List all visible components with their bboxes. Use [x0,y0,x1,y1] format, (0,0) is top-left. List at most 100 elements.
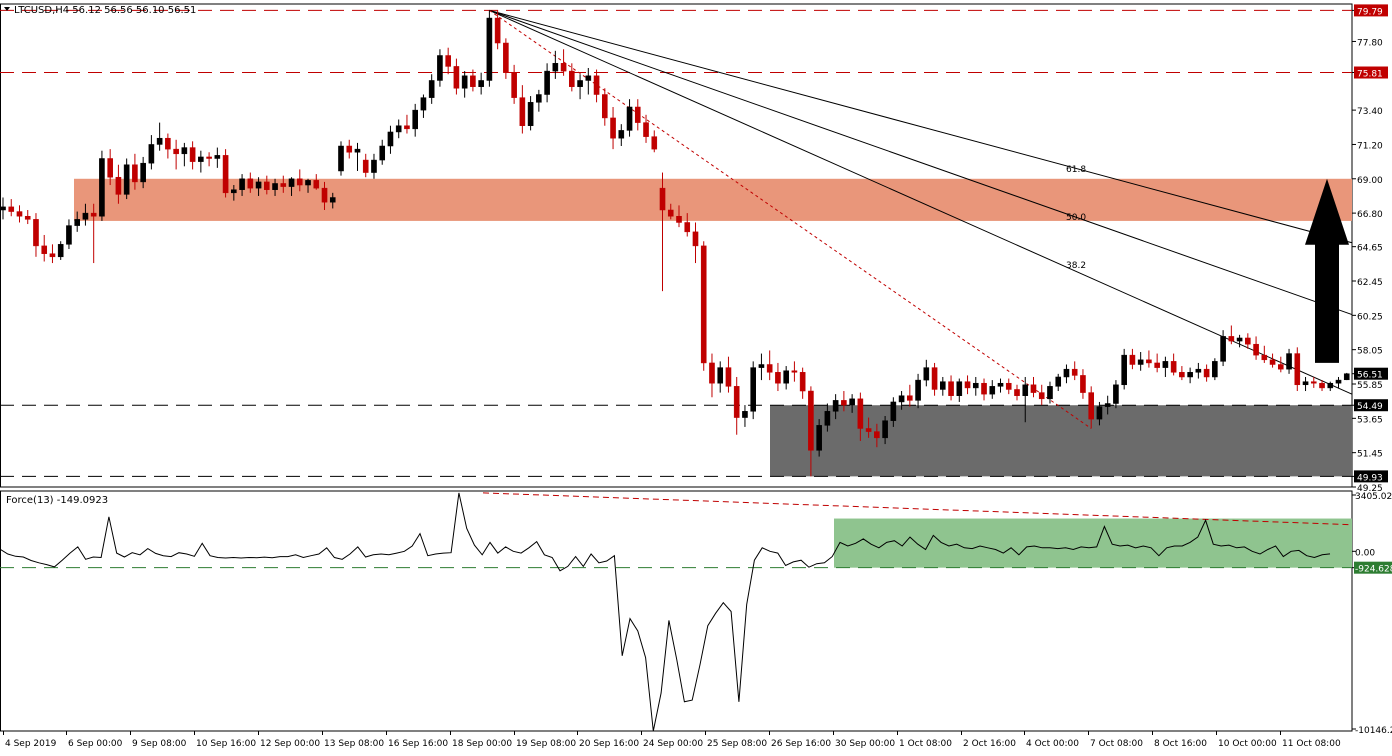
candle-body [816,425,822,451]
candle-body [824,411,831,426]
candle-body [849,398,855,406]
price-tick-label: 49.25 [1357,484,1383,494]
candle-body [915,379,921,401]
time-tick-label: 8 Oct 16:00 [1154,739,1207,749]
candle-body [189,147,196,162]
candle-body [214,155,221,159]
candle-body [1286,353,1292,370]
price-tick-label: 71.20 [1357,141,1383,151]
price-level-badge [1354,367,1388,380]
candle-body [857,398,864,429]
candle-body [1179,372,1185,378]
candle-body [585,75,592,81]
candle-body [519,97,526,126]
candle-body [758,364,765,368]
candle-body [1245,337,1251,345]
candle-body [123,164,130,195]
candle-body [939,381,946,390]
time-tick-label: 20 Sep 16:00 [579,739,639,749]
candle-body [766,364,773,373]
candle-body [346,145,353,153]
candle-body [725,367,732,387]
candle-body [1220,336,1226,362]
candle-body [923,367,930,381]
candle-body [107,158,113,178]
candle-body [1071,368,1078,376]
candle-body [16,211,23,217]
time-tick-label: 13 Sep 08:00 [324,739,384,749]
candle-body [478,80,484,87]
force-indicator-title: Force(13) -149.0923 [6,495,108,506]
candle-body [313,180,320,189]
candle-body [1014,389,1020,396]
candle-body [1310,381,1317,384]
candle-body [544,70,550,95]
time-tick-label: 2 Oct 16:00 [963,739,1016,749]
candle-body [1343,373,1350,381]
price-panel: 38.2 50.0 61.8 79.79 77.80 75.81 73.40 71.20 69.… [0,3,1388,494]
candle-body [1236,337,1243,342]
candle-body [165,137,171,150]
candle-body [49,253,56,258]
candle-body [1129,354,1136,365]
candle-body [1335,379,1342,384]
candle-body [700,245,707,364]
force-panel-frame [0,490,1353,732]
price-tick-label: 62.45 [1357,278,1383,288]
candle-body [296,178,303,186]
time-tick-label: 25 Sep 08:00 [707,739,767,749]
candle-body [1055,376,1062,387]
candle-body [676,215,682,223]
candle-body [832,400,839,412]
candle-body [536,94,542,103]
candle-body [486,17,493,81]
candle-body [775,372,781,384]
price-tick-label: 58.05 [1357,347,1383,357]
time-tick-label: 4 Sep 2019 [5,739,57,749]
bullish-arrow [1305,178,1349,363]
time-tick-label: 12 Sep 00:00 [260,739,320,749]
candle-body [57,244,64,258]
time-tick-label: 10 Oct 00:00 [1218,739,1277,749]
candle-body [90,212,97,217]
candle-body [865,428,872,432]
candle-body [659,187,666,211]
force-zone [834,518,1352,568]
price-level-badge [1354,66,1388,79]
candle-body [569,70,575,87]
candle-body [1195,368,1202,373]
price-tick-label: 73.40 [1357,107,1383,117]
candle-body [527,102,534,126]
candle-body [618,130,625,139]
chart-title: LTCUSD,H4 56.12 56.56 56.10 56.51 [14,5,196,16]
title-dropdown-icon[interactable] [4,7,10,11]
candle-body [173,148,179,155]
candle-body [404,125,410,130]
candle-body [1030,384,1037,393]
price-level-badge [1354,399,1388,412]
price-level-label: 79.79 [1357,7,1383,17]
price-tick-label: 55.85 [1357,381,1383,391]
candle-body [874,431,880,439]
candle-body [717,367,724,384]
candle-body [33,219,39,247]
candle-body [255,181,262,189]
candle-body [1319,382,1325,389]
candle-body [321,187,328,203]
force-tick-label: 3405.024 [1355,492,1392,502]
candle-body [651,136,658,150]
candle-body [972,382,979,389]
candle-body [445,55,451,67]
price-tick-label: 64.65 [1357,244,1383,254]
candle-body [511,72,517,98]
price-level-label: 75.81 [1357,70,1383,80]
candle-body [1162,361,1169,368]
candle-body [981,382,987,395]
candle-body [750,367,757,412]
time-tick-label: 16 Sep 16:00 [388,739,448,749]
force-tick-label: -924.628 [1355,565,1392,575]
candle-body [437,55,443,81]
